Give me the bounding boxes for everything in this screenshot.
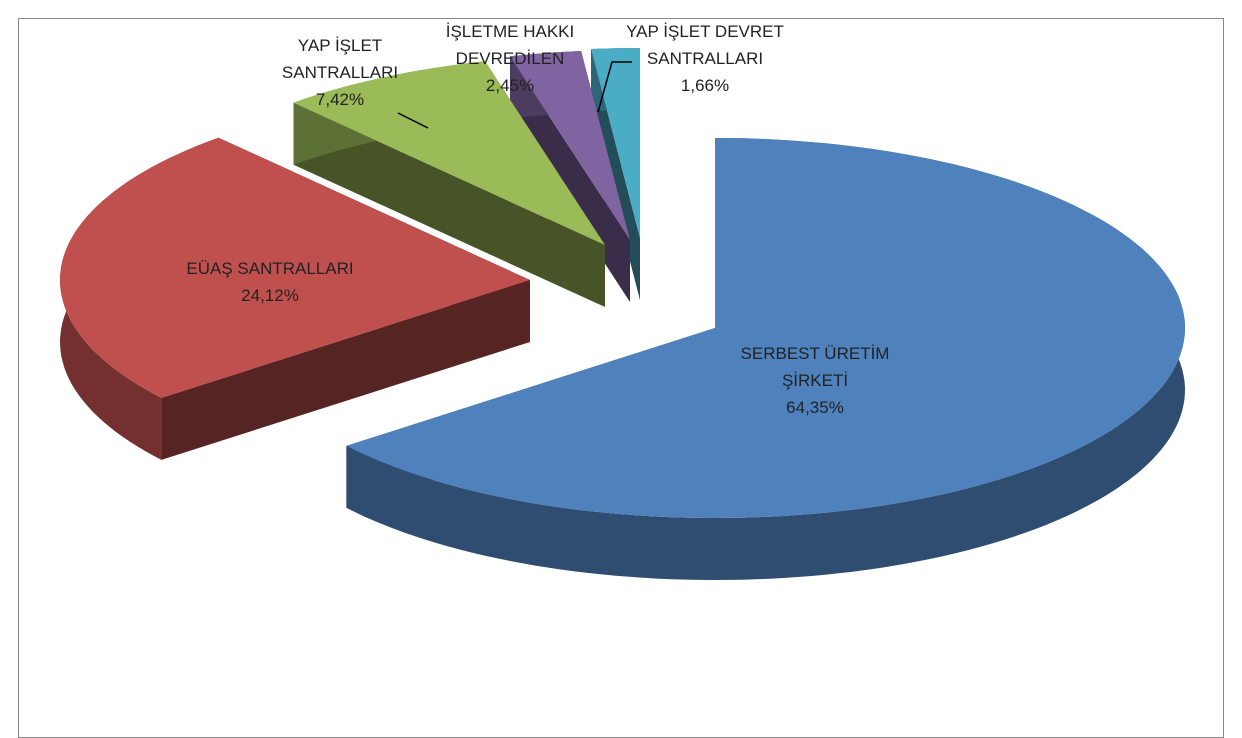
value-label: 7,42% [315,90,365,109]
leader-line [597,61,632,113]
category-label: EÜAŞ SANTRALLARI [186,259,354,278]
category-label: YAP İŞLET SANTRALLARI [281,36,399,82]
data-label: SERBEST ÜRETİM ŞİRKETİ 64,35% [735,340,895,421]
pie-slice [346,138,1185,518]
leader-line [397,112,429,129]
data-label: İŞLETME HAKKI DEVREDİLEN 2,45% [425,18,595,99]
pie-slice [510,51,630,240]
data-label: YAP İŞLET DEVRET SANTRALLARI 1,66% [615,18,795,99]
category-label: SERBEST ÜRETİM ŞİRKETİ [740,344,890,390]
pie-slice [60,137,530,398]
value-label: 24,12% [241,286,299,305]
category-label: YAP İŞLET DEVRET SANTRALLARI [626,22,784,68]
slice-side [293,102,605,307]
value-label: 64,35% [786,398,844,417]
value-label: 1,66% [680,76,730,95]
slice-side [346,138,1185,580]
data-label: YAP İŞLET SANTRALLARI 7,42% [275,32,405,113]
slice-side [161,280,530,460]
data-label: EÜAŞ SANTRALLARI 24,12% [150,255,390,309]
pie-slice [293,61,605,245]
category-label: İŞLETME HAKKI DEVREDİLEN [445,22,575,68]
value-label: 2,45% [485,76,535,95]
